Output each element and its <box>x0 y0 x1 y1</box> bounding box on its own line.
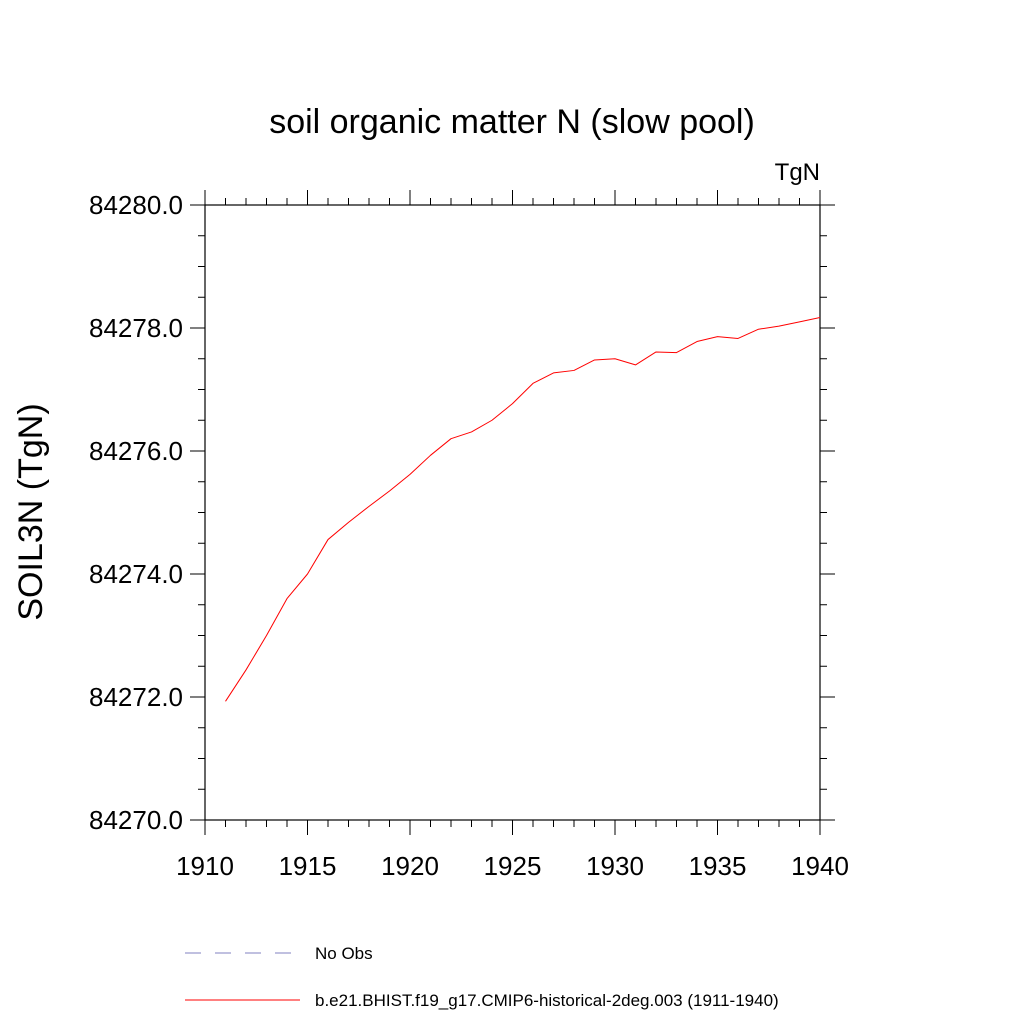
x-tick-label: 1915 <box>279 851 337 881</box>
x-tick-label: 1930 <box>586 851 644 881</box>
units-label: TgN <box>775 159 820 186</box>
series-layer <box>225 317 821 702</box>
x-tick-label: 1910 <box>176 851 234 881</box>
chart-title: soil organic matter N (slow pool) <box>269 103 755 141</box>
x-tick-label: 1940 <box>791 851 849 881</box>
y-tick-label: 84280.0 <box>89 190 183 220</box>
legend-label: No Obs <box>315 944 373 963</box>
x-tick-label: 1920 <box>381 851 439 881</box>
y-tick-label: 84278.0 <box>89 313 183 343</box>
series-line <box>225 317 821 702</box>
legend: No Obs b.e21.BHIST.f19_g17.CMIP6-historic… <box>185 944 779 1010</box>
y-tick-label: 84270.0 <box>89 805 183 835</box>
y-tick-label: 84274.0 <box>89 559 183 589</box>
y-tick-label: 84272.0 <box>89 682 183 712</box>
legend-label: b.e21.BHIST.f19_g17.CMIP6-historical-2de… <box>315 991 779 1010</box>
plot-frame <box>204 204 821 821</box>
y-tick-label: 84276.0 <box>89 436 183 466</box>
x-tick-label: 1925 <box>484 851 542 881</box>
y-ticks: 84270.0 84272.0 84274.0 84276.0 84278.0 84280… <box>89 190 835 835</box>
x-ticks: 1910 1915 1920 1925 1930 1935 1940 <box>176 190 849 881</box>
x-tick-label: 1935 <box>689 851 747 881</box>
y-axis-label: SOIL3N (TgN) <box>12 403 50 620</box>
axes <box>204 204 821 821</box>
